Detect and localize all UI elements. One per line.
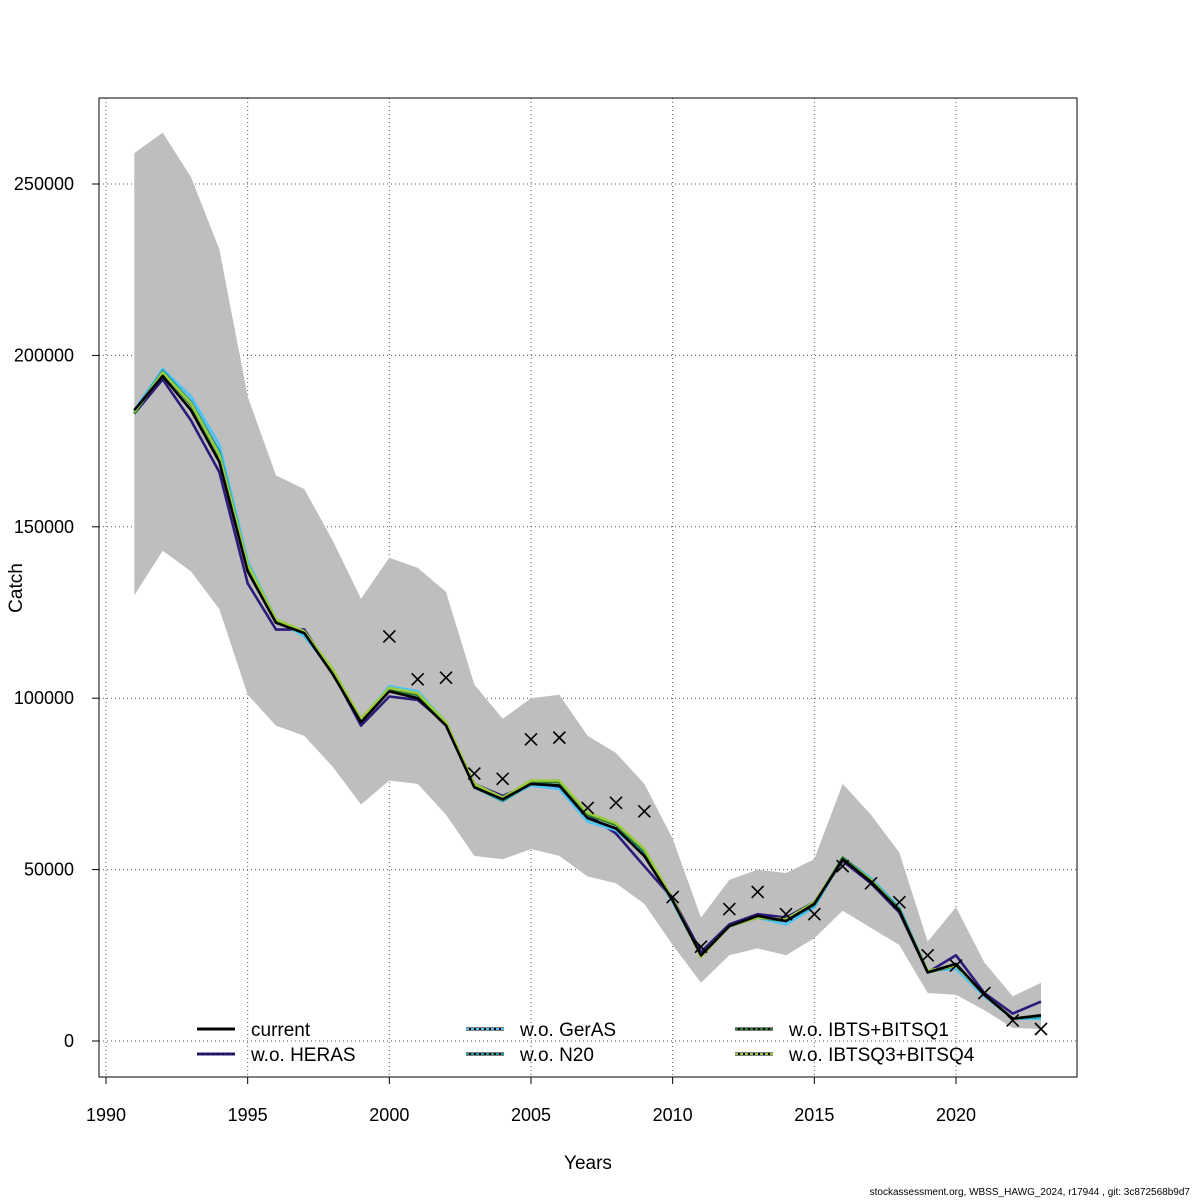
observation-marker <box>439 671 453 685</box>
y-tick-label: 150000 <box>14 517 74 537</box>
legend-item-w-o-heras: w.o. HERAS <box>197 1045 356 1066</box>
legend-label: w.o. IBTS+BITSQ1 <box>788 1020 949 1041</box>
legend-label: w.o. GerAS <box>519 1020 616 1041</box>
x-axis-title: Years <box>564 1153 612 1174</box>
observation-marker <box>637 804 651 818</box>
y-tick-label: 0 <box>64 1031 74 1051</box>
confidence-band <box>134 132 1042 1030</box>
observation-marker <box>1034 1022 1048 1036</box>
legend-label: current <box>251 1020 311 1041</box>
observation-marker <box>382 629 396 644</box>
footer-credit: stockassessment.org, WBSS_HAWG_2024, r17… <box>869 1187 1190 1198</box>
series-lines <box>133 367 1042 1020</box>
observation-marker <box>836 859 850 873</box>
observation-marker <box>467 767 481 781</box>
observation-marker <box>694 940 708 954</box>
x-tick-label: 2010 <box>653 1105 693 1125</box>
x-tick-label: 2015 <box>794 1105 834 1125</box>
observation-marker <box>609 796 623 810</box>
x-tick-label: 1995 <box>228 1105 268 1125</box>
legend-item-w-o-ibtsq3-bitsq4: w.o. IBTSQ3+BITSQ4 <box>735 1045 975 1066</box>
y-tick-label: 100000 <box>14 688 74 708</box>
observation-marker <box>977 986 991 1000</box>
observation-marker <box>524 732 538 746</box>
observation-marker <box>751 885 765 899</box>
legend-item-w-o-n20: w.o. N20 <box>466 1045 594 1066</box>
observation-marker <box>921 948 935 962</box>
x-tick-label: 2000 <box>369 1105 409 1125</box>
legend: current w.o. HERAS w.o. GerAS w.o. N20 w.o. … <box>197 1020 975 1066</box>
observation-marker <box>864 876 878 890</box>
observation-marker <box>496 772 510 786</box>
legend-label: w.o. N20 <box>519 1045 594 1066</box>
confidence-band-area <box>134 132 1042 1030</box>
observation-marker <box>892 895 906 909</box>
observation-marker <box>949 959 963 973</box>
y-tick-label: 50000 <box>24 860 74 880</box>
observation-marker <box>552 731 566 745</box>
legend-label: w.o. IBTSQ3+BITSQ4 <box>788 1045 975 1066</box>
axes: 1990 1995 2000 2005 2010 2015 2020 0 50000 100000… <box>14 174 976 1125</box>
legend-item-current: current <box>197 1020 311 1041</box>
observation-marker <box>807 907 821 921</box>
legend-item-w-o-ibts-bitsq1: w.o. IBTS+BITSQ1 <box>735 1020 949 1041</box>
x-tick-label: 2020 <box>936 1105 976 1125</box>
observation-marker <box>722 902 736 916</box>
legend-label: w.o. HERAS <box>250 1045 356 1066</box>
y-tick-label: 250000 <box>14 174 74 194</box>
legend-item-w-o-geras: w.o. GerAS <box>466 1020 616 1041</box>
observation-marker <box>666 890 680 904</box>
x-tick-label: 2005 <box>511 1105 551 1125</box>
observation-marker <box>581 801 595 815</box>
observation-marker <box>411 672 425 686</box>
observation-markers <box>382 629 1048 1036</box>
series-line-current <box>133 374 1042 1020</box>
observation-marker <box>779 907 793 921</box>
y-axis-title: Catch <box>6 563 27 613</box>
y-tick-label: 200000 <box>14 345 74 365</box>
observation-marker <box>1006 1013 1020 1027</box>
x-tick-label: 1990 <box>86 1105 126 1125</box>
